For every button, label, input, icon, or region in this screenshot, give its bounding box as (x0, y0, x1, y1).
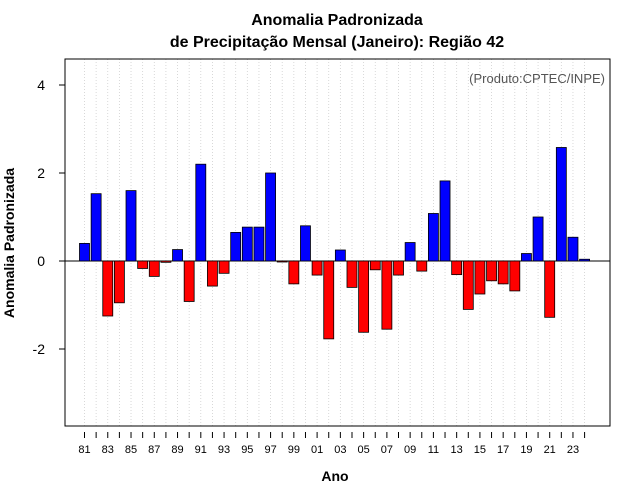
bar-2020 (532, 216, 544, 262)
bar-1984 (113, 260, 125, 304)
y-tick-label: -2 (33, 341, 46, 357)
bar-2012 (439, 180, 451, 262)
bar-1991 (195, 163, 207, 262)
y-tick-label: 0 (37, 253, 45, 269)
x-tick-label: 11 (428, 444, 439, 456)
plot-frame (64, 58, 611, 427)
x-tick-label: 09 (404, 444, 416, 456)
bar-2006 (369, 260, 381, 271)
x-tick-label: 93 (218, 444, 230, 456)
bar-2014 (462, 260, 474, 310)
bar-2024 (579, 258, 590, 262)
bar-2007 (381, 260, 393, 330)
bar-1992 (207, 260, 218, 287)
bar-2023 (567, 236, 579, 262)
x-tick-label: 89 (171, 444, 183, 456)
x-tick-label: 23 (567, 444, 579, 456)
bar-1997 (265, 172, 276, 262)
x-tick-label: 95 (241, 444, 253, 456)
bar-2019 (521, 253, 532, 262)
bar-2009 (404, 242, 416, 262)
bar-1981 (79, 242, 90, 262)
x-tick-label: 19 (520, 444, 532, 456)
bar-2000 (300, 225, 311, 262)
bar-2018 (509, 260, 521, 292)
bar-2013 (451, 260, 463, 276)
x-tick-label: 97 (264, 444, 276, 456)
x-tick-label: 15 (474, 444, 486, 456)
y-tick-label: 2 (37, 165, 45, 181)
x-tick-label: 85 (125, 444, 137, 456)
y-axis: -2 0 2 4 (33, 77, 65, 357)
bar-1994 (230, 231, 242, 262)
bar-1995 (241, 226, 253, 262)
bar-2003 (334, 249, 346, 262)
x-tick-label: 13 (451, 444, 463, 456)
x-tick-label: 03 (334, 444, 346, 456)
bar-2010 (416, 260, 428, 272)
x-tick-label: 99 (288, 444, 300, 456)
bar-series (79, 147, 590, 340)
bar-2016 (486, 260, 497, 282)
x-tick-label: 81 (78, 444, 90, 456)
x-tick-label: 21 (544, 444, 556, 456)
chart-title-line1: Anomalia Padronizada (251, 12, 423, 29)
bar-2015 (474, 260, 486, 295)
bar-1987 (148, 260, 160, 277)
x-tick-label: 17 (497, 444, 509, 456)
bar-1993 (218, 260, 230, 274)
vertical-gridlines (84, 59, 585, 426)
bar-2001 (311, 260, 323, 276)
bar-1996 (253, 226, 265, 262)
bar-2002 (323, 260, 335, 340)
y-tick-label: 4 (37, 77, 45, 93)
x-tick-label: 05 (357, 444, 369, 456)
x-axis: 81 83 85 87 89 91 93 95 97 99 01 03 05 07 09 11 13 15 17 19… (78, 432, 586, 456)
y-axis-title: Anomalia Padronizada (1, 168, 17, 318)
x-tick-label: 91 (195, 444, 207, 456)
bar-1999 (288, 260, 300, 285)
bar-1988 (160, 260, 172, 263)
bar-1989 (172, 249, 183, 262)
bar-1990 (183, 260, 195, 302)
bar-1986 (137, 260, 149, 269)
bar-2004 (346, 260, 358, 288)
bar-2022 (555, 147, 567, 262)
bar-1985 (125, 190, 137, 262)
bar-2017 (497, 260, 509, 285)
x-tick-label: 07 (381, 444, 393, 456)
bar-2011 (427, 213, 439, 262)
x-tick-label: 01 (311, 444, 323, 456)
bar-1982 (90, 193, 102, 262)
x-axis-title: Ano (321, 468, 348, 484)
bar-2008 (393, 260, 404, 276)
bar-1983 (102, 260, 114, 317)
x-tick-label: 87 (148, 444, 160, 456)
bar-2021 (544, 260, 556, 318)
bar-2005 (358, 260, 370, 333)
credit-label: (Produto:CPTEC/INPE) (469, 71, 605, 86)
x-tick-label: 83 (102, 444, 114, 456)
bar-1998 (276, 260, 288, 263)
chart-title-line2: de Precipitação Mensal (Janeiro): Região… (170, 34, 504, 51)
